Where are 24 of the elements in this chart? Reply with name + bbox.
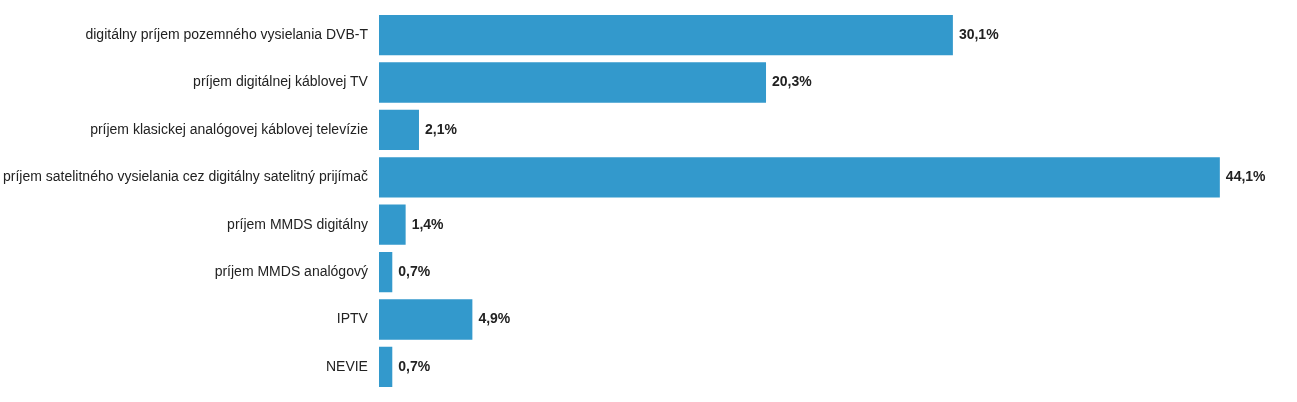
data-label: 20,3% (772, 73, 813, 90)
y-tick-label: príjem digitálnej káblovej TV (193, 73, 369, 90)
y-tick-label: príjem MMDS digitálny (227, 215, 368, 232)
bar (378, 251, 393, 293)
data-label: 2,1% (424, 120, 458, 137)
bar (378, 157, 1220, 198)
bar (378, 109, 419, 151)
bar (378, 299, 473, 340)
y-tick-label: NEVIE (325, 357, 368, 374)
y-tick-label: IPTV (336, 310, 369, 327)
data-label: 0,7% (398, 357, 431, 374)
y-tick-label: digitálny príjem pozemného vysielania DVB-T (85, 25, 369, 42)
data-label: 4,9% (478, 310, 511, 327)
y-tick-label: príjem MMDS analógový (214, 262, 368, 279)
bar (378, 62, 767, 103)
y-tick-label: príjem klasickej analógovej káblovej televízie (90, 120, 369, 137)
bar (378, 14, 953, 56)
bar (378, 204, 406, 245)
data-label: 30,1% (958, 25, 1000, 42)
data-label: 44,1% (1225, 168, 1267, 185)
data-label: 1,4% (411, 215, 445, 232)
data-label: 0,7% (398, 262, 431, 279)
bar (378, 346, 393, 388)
y-tick-label: príjem satelitného vysielania cez digitálny satelitný prijímač (2, 168, 368, 185)
